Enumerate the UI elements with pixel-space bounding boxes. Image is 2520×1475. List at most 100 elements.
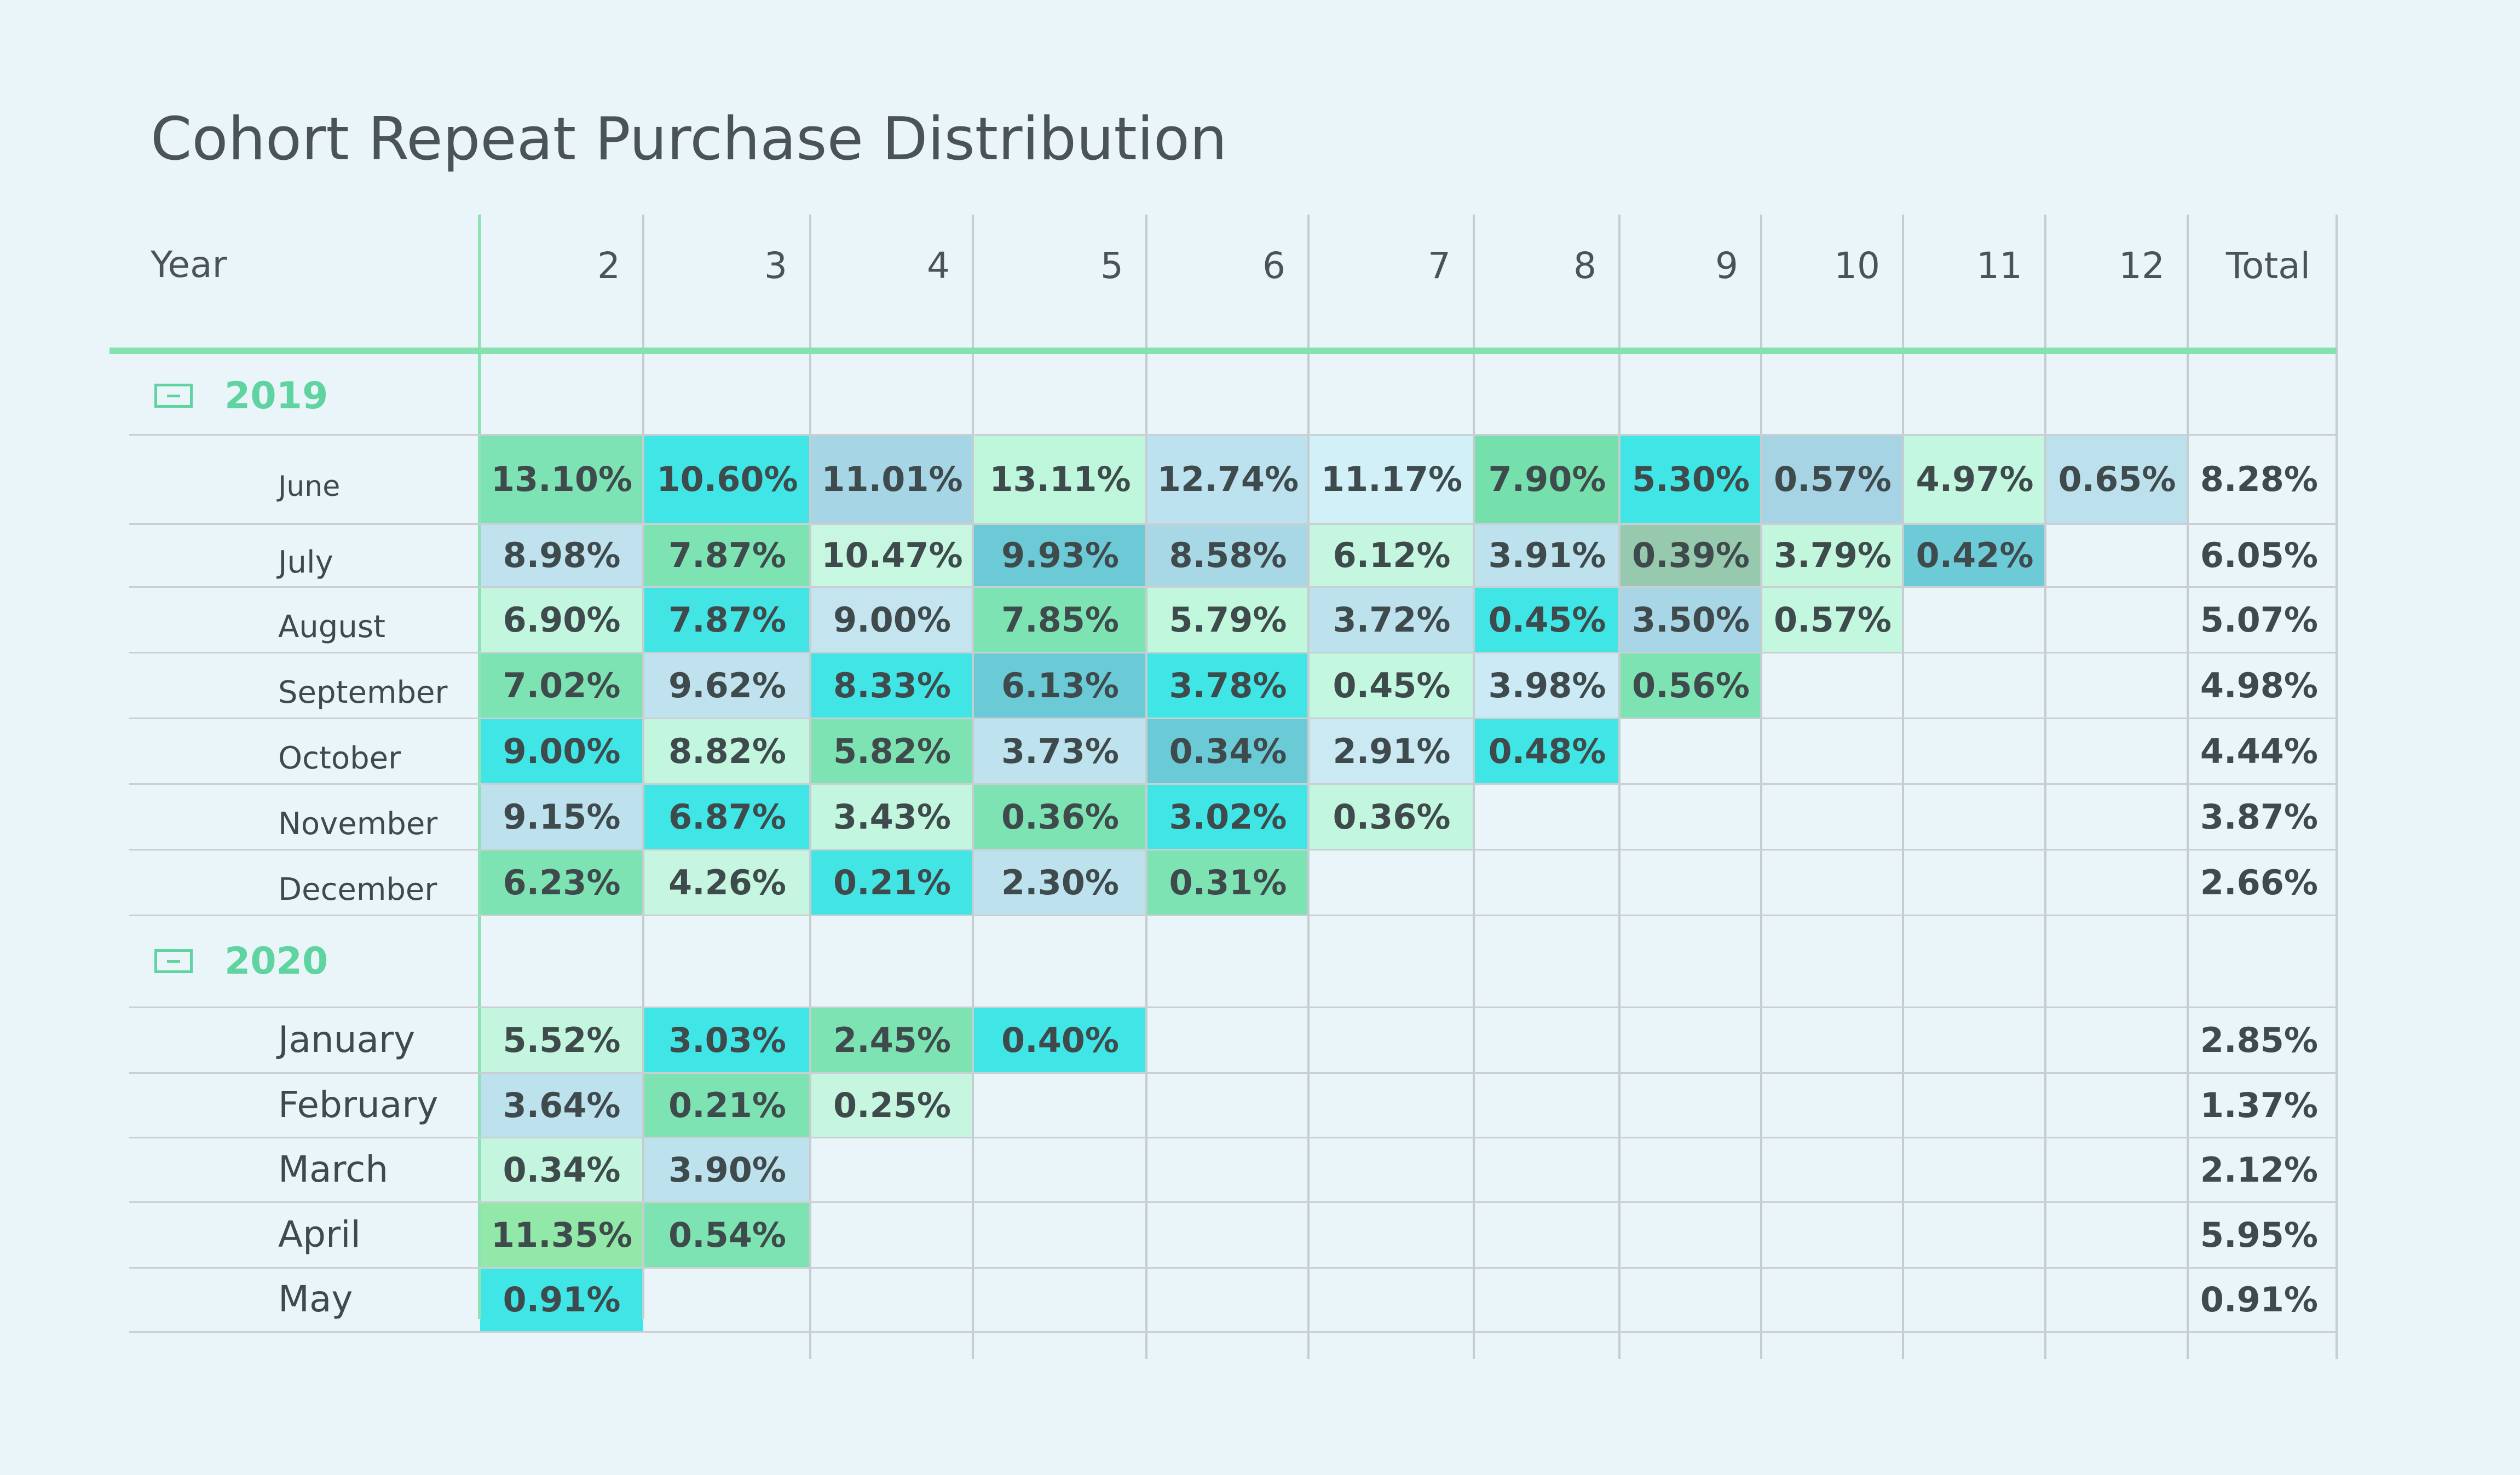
cohort-cell: 0.25% [811, 1073, 973, 1137]
total-column-header: Total [2225, 244, 2310, 287]
cohort-cell: 3.78% [1147, 653, 1308, 718]
cohort-cell: 3.64% [480, 1073, 643, 1137]
cohort-cell: 7.87% [644, 587, 810, 652]
cohort-cell: 5.82% [811, 719, 973, 783]
cohort-cell: 0.91% [480, 1268, 643, 1331]
grid-line-horizontal [129, 915, 2337, 916]
row-total: 4.44% [2200, 731, 2318, 771]
cohort-cell: 0.34% [1147, 719, 1308, 783]
cohort-cell: 3.02% [1147, 784, 1308, 849]
cohort-cell: 9.15% [480, 784, 643, 849]
collapse-icon[interactable] [154, 949, 193, 973]
cohort-cell: 6.87% [644, 784, 810, 849]
year-column-header: Year [151, 244, 227, 286]
cohort-cell: 0.54% [644, 1202, 810, 1267]
grid-line-horizontal [129, 718, 2337, 719]
cohort-cell: 3.43% [811, 784, 973, 849]
row-total: 8.28% [2200, 459, 2318, 499]
cohort-cell: 2.45% [811, 1008, 973, 1072]
cohort-cell: 5.52% [480, 1008, 643, 1072]
cohort-cell: 8.98% [480, 524, 643, 586]
group-2019[interactable]: 2019 [154, 352, 328, 439]
cohort-cell: 0.21% [644, 1073, 810, 1137]
cohort-cell: 8.33% [811, 653, 973, 718]
column-header-9: 9 [1715, 244, 1738, 287]
cohort-cell: 12.74% [1147, 435, 1308, 523]
cohort-cell: 13.10% [480, 435, 643, 523]
cohort-cell: 4.26% [644, 850, 810, 915]
cohort-cell: 3.79% [1762, 524, 1903, 586]
row-label-april: April [278, 1213, 361, 1256]
cohort-cell: 13.11% [974, 435, 1146, 523]
grid-line-vertical [642, 215, 644, 1319]
column-header-2: 2 [597, 244, 620, 287]
grid-line-horizontal [129, 1137, 2337, 1138]
cohort-cell: 0.57% [1762, 587, 1903, 652]
row-total: 1.37% [2200, 1085, 2318, 1125]
row-label-october: October [278, 740, 401, 776]
grid-line-vertical [478, 215, 481, 1319]
cohort-cell: 3.50% [1621, 587, 1761, 652]
cohort-cell: 9.62% [644, 653, 810, 718]
group-2020[interactable]: 2020 [154, 915, 328, 1008]
chart-title: Cohort Repeat Purchase Distribution [151, 105, 1227, 173]
row-label-may: May [278, 1278, 353, 1320]
column-header-12: 12 [2119, 244, 2165, 287]
grid-line-vertical [1473, 215, 1475, 1359]
row-label-september: September [278, 674, 448, 710]
header-divider [109, 348, 2337, 354]
row-total: 3.87% [2200, 796, 2318, 837]
cohort-cell: 0.36% [974, 784, 1146, 849]
cohort-cell: 2.91% [1310, 719, 1474, 783]
row-label-february: February [278, 1083, 439, 1126]
cohort-cell: 7.87% [644, 524, 810, 586]
cohort-cell: 5.79% [1147, 587, 1308, 652]
grid-line-horizontal [129, 1267, 2337, 1269]
row-label-march: March [278, 1148, 389, 1190]
cohort-cell: 3.91% [1475, 524, 1619, 586]
grid-line-vertical [1618, 215, 1621, 1359]
cohort-cell: 6.12% [1310, 524, 1474, 586]
cohort-cell: 3.98% [1475, 653, 1619, 718]
column-header-5: 5 [1100, 244, 1123, 287]
cohort-cell: 4.97% [1904, 435, 2045, 523]
column-header-4: 4 [927, 244, 950, 287]
grid-line-horizontal [129, 849, 2337, 851]
column-header-11: 11 [1976, 244, 2022, 287]
cohort-cell: 8.58% [1147, 524, 1308, 586]
grid-line-vertical [972, 215, 974, 1359]
row-label-june: June [278, 470, 341, 503]
group-year-label: 2020 [224, 939, 328, 983]
cohort-cell: 0.42% [1904, 524, 2045, 586]
row-total: 5.95% [2200, 1214, 2318, 1255]
grid-line-horizontal [129, 783, 2337, 785]
cohort-cell: 7.02% [480, 653, 643, 718]
grid-line-horizontal [129, 1007, 2337, 1008]
row-total: 2.12% [2200, 1149, 2318, 1190]
column-header-7: 7 [1428, 244, 1451, 287]
cohort-cell: 0.21% [811, 850, 973, 915]
cohort-cell: 3.72% [1310, 587, 1474, 652]
grid-line-horizontal [129, 1072, 2337, 1074]
cohort-cell: 9.00% [480, 719, 643, 783]
grid-line-vertical [2044, 215, 2046, 1359]
row-label-november: November [278, 806, 438, 842]
row-label-july: July [278, 545, 333, 580]
cohort-cell: 0.65% [2046, 435, 2188, 523]
row-total: 5.07% [2200, 599, 2318, 640]
cohort-cell: 10.47% [811, 524, 973, 586]
column-header-10: 10 [1834, 244, 1880, 287]
cohort-cell: 3.03% [644, 1008, 810, 1072]
cohort-cell: 7.90% [1475, 435, 1619, 523]
grid-line-vertical [809, 215, 811, 1359]
cohort-cell: 0.34% [480, 1138, 643, 1201]
row-total: 0.91% [2200, 1280, 2318, 1320]
grid-line-vertical [2187, 215, 2189, 1359]
row-total: 2.85% [2200, 1020, 2318, 1060]
grid-line-horizontal [129, 652, 2337, 653]
grid-line-vertical [1760, 215, 1762, 1359]
grid-line-vertical [1902, 215, 1904, 1359]
grid-line-vertical [2336, 215, 2338, 1359]
collapse-icon[interactable] [154, 384, 193, 408]
